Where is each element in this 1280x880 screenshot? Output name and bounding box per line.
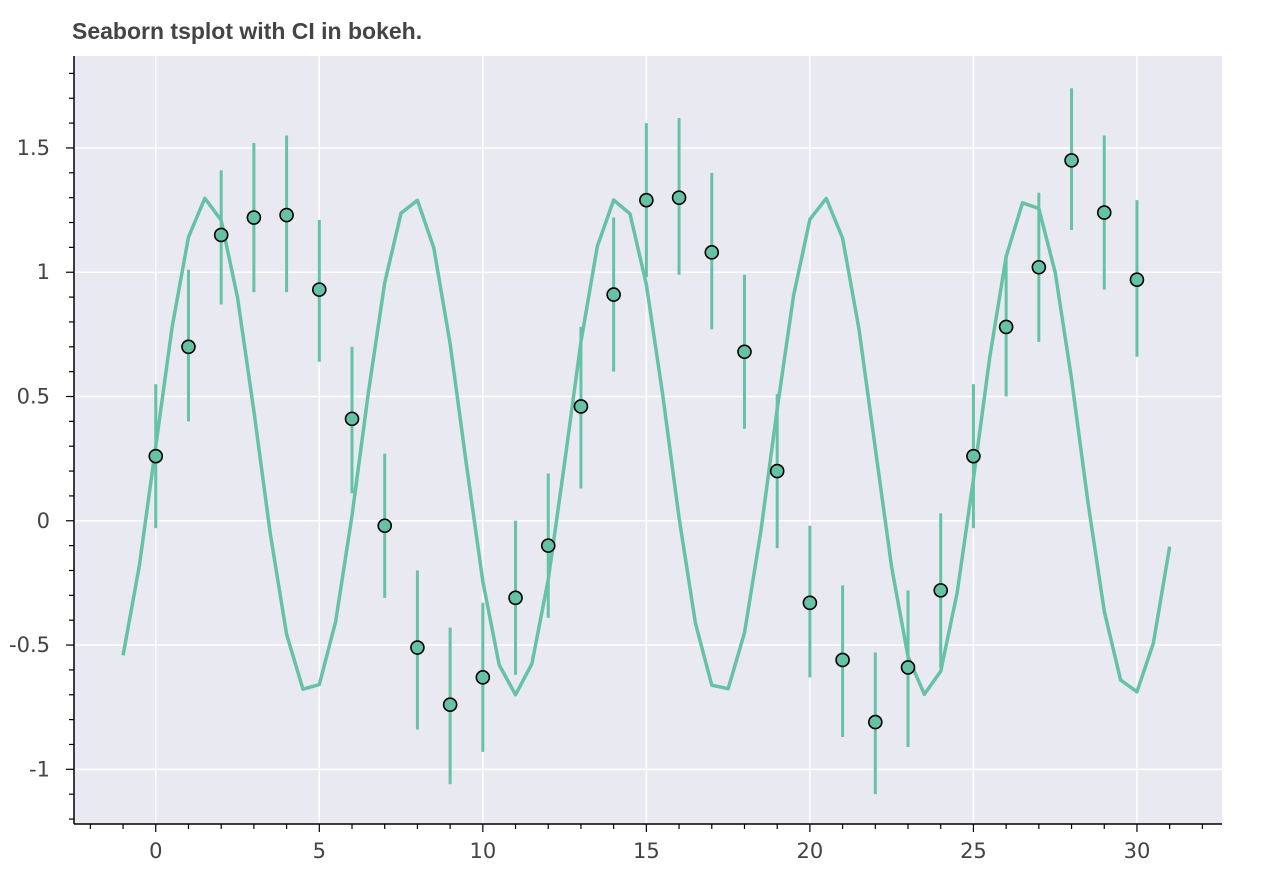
data-point — [311, 282, 327, 297]
x-tick-label: 20 — [797, 839, 824, 863]
data-point — [1031, 259, 1047, 275]
data-point — [246, 210, 262, 225]
x-tick-label: 10 — [469, 839, 496, 863]
data-point — [802, 595, 818, 611]
y-tick-label: -0.5 — [9, 633, 50, 657]
data-point — [181, 339, 196, 355]
data-point — [279, 207, 294, 223]
x-tick-label: 5 — [313, 839, 326, 863]
x-tick-label: 25 — [960, 839, 987, 863]
mean-curve-line — [121, 196, 1172, 697]
data-point — [213, 227, 229, 243]
y-tick-label: 1 — [37, 260, 50, 284]
plot-area — [74, 56, 1222, 824]
data-point — [148, 448, 164, 464]
data-point — [998, 319, 1014, 335]
data-point — [606, 287, 621, 302]
y-tick-label: -1 — [29, 757, 50, 781]
y-tick-label: 1.5 — [17, 136, 50, 160]
data-point — [1129, 272, 1145, 287]
y-tick-label: 0 — [37, 509, 50, 533]
data-point — [377, 518, 393, 534]
data-point — [868, 714, 883, 730]
data-point — [769, 463, 785, 479]
data-point — [344, 411, 360, 427]
x-tick-label: 30 — [1124, 839, 1151, 863]
chart-title: Seaborn tsplot with CI in bokeh. — [72, 18, 423, 44]
x-tick-label: 15 — [633, 839, 660, 863]
x-tick-label: 0 — [149, 839, 162, 863]
data-point — [900, 660, 916, 675]
y-tick-label: 0.5 — [17, 385, 50, 409]
data-point — [1096, 205, 1112, 220]
data-point — [966, 448, 981, 464]
data-point — [704, 245, 720, 260]
data-point — [442, 697, 458, 712]
data-point — [573, 399, 589, 414]
data-point — [410, 640, 425, 655]
data-point — [671, 190, 687, 205]
data-point — [639, 192, 654, 208]
data-point — [475, 670, 491, 685]
data-point — [1064, 153, 1079, 168]
data-point — [933, 583, 949, 598]
data-point — [835, 652, 850, 668]
data-point — [737, 344, 752, 360]
data-point — [540, 538, 556, 553]
data-point — [508, 590, 523, 606]
